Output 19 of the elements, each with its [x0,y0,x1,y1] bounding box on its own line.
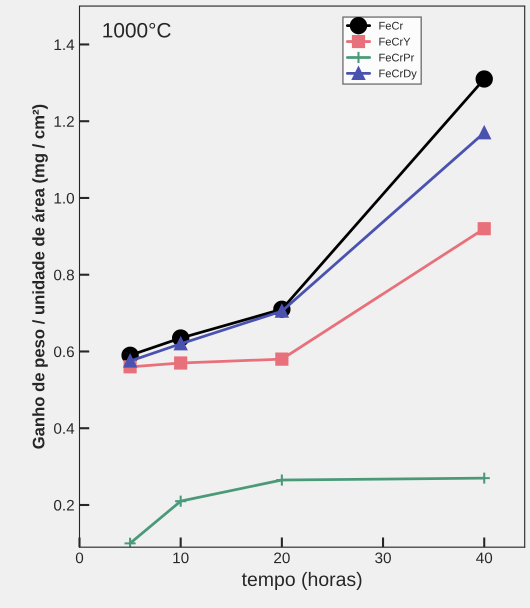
y-tick-label: 0.6 [54,346,74,358]
y-tick-label: 1.4 [54,39,74,50]
legend-label: FeCrY [379,38,410,46]
x-tick-label: 20 [274,552,290,564]
y-tick-label: 0.2 [54,500,74,511]
legend-label: FeCrDy [379,70,417,80]
x-tick-label: 10 [173,552,189,564]
y-tick-label: 0.8 [54,270,74,280]
y-tick-label: 0.4 [54,423,74,434]
x-axis-title: tempo (horas) [242,572,362,590]
y-tick-label: 1.2 [54,116,74,127]
y-axis-title: Ganho de peso / unidade de área (mg / cm²) [32,104,48,449]
legend-label: FeCr [379,22,403,30]
legend-label: FeCrPr [379,54,414,62]
y-tick-label: 1.0 [54,192,74,204]
x-tick-label: 40 [476,552,492,564]
x-tick-label: 30 [375,552,391,564]
annotation: 1000°C [103,22,171,38]
x-tick-label: 0 [76,552,84,564]
